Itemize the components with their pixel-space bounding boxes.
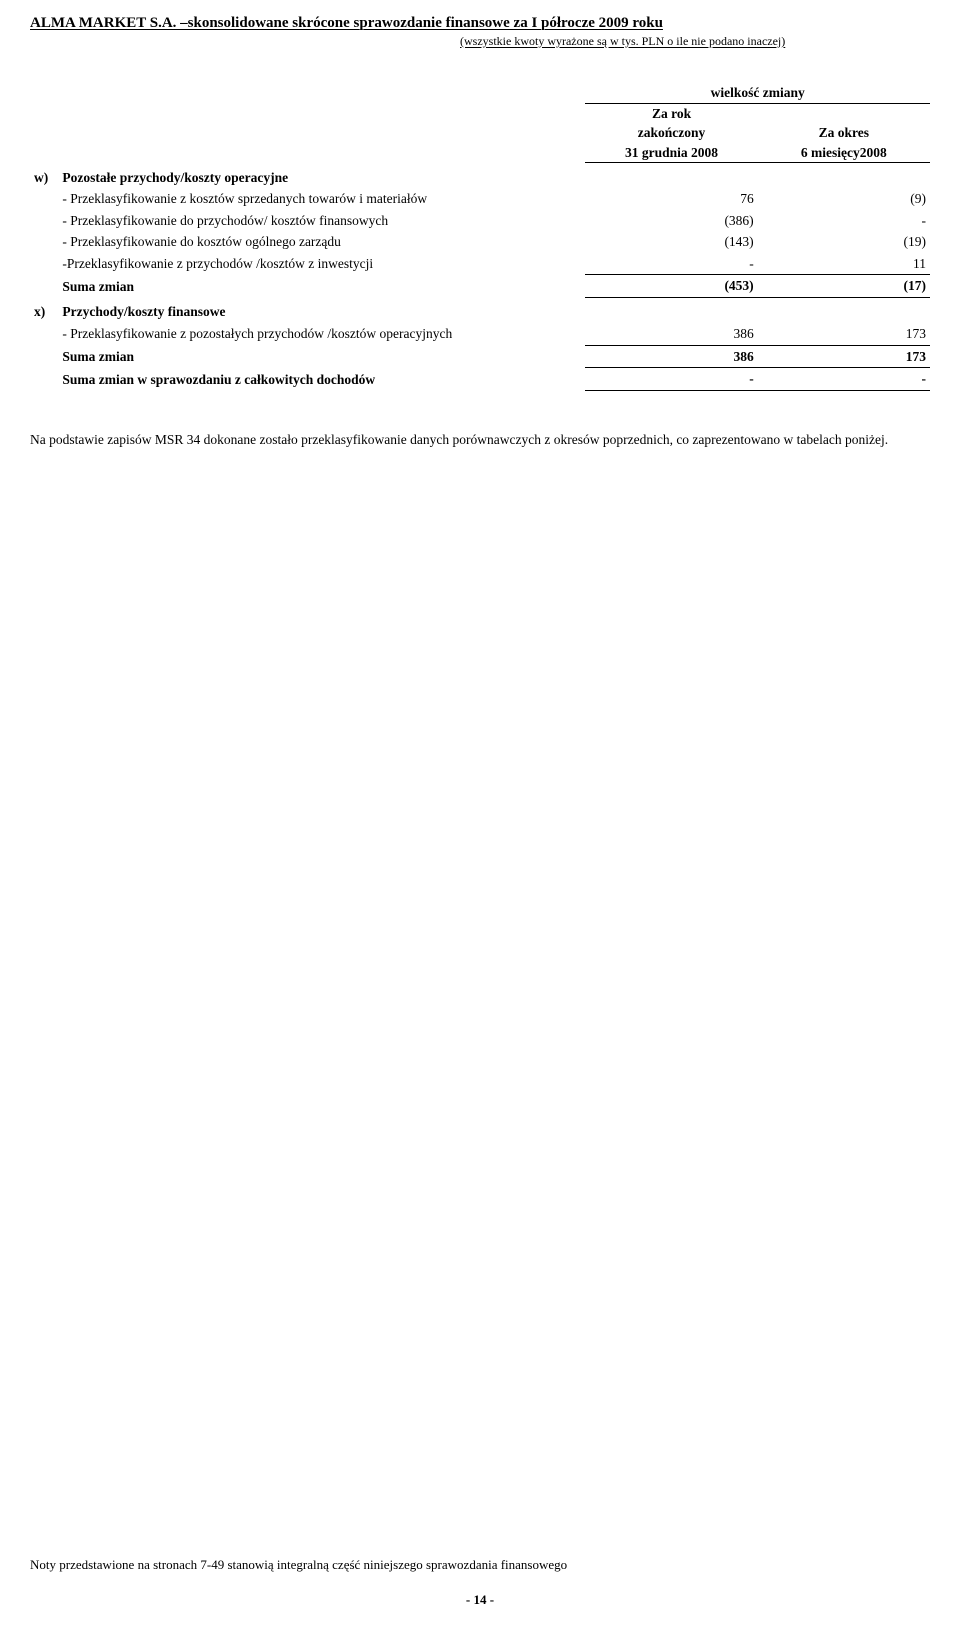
row-value: -: [758, 210, 930, 232]
row-value: 386: [585, 323, 757, 345]
section-w-title: Pozostałe przychody/koszty operacyjne: [58, 163, 585, 189]
sum-row-w: Suma zmian (453) (17): [30, 275, 930, 298]
row-value: 11: [758, 253, 930, 275]
col1-header-line2: zakończony: [585, 123, 757, 143]
document-body: wielkość zmiany Za rok zakończony Za okr…: [0, 53, 960, 452]
total-label: Suma zmian w sprawozdaniu z całkowitych …: [58, 368, 585, 391]
table-row: - Przeklasyfikowanie do kosztów ogólnego…: [30, 231, 930, 253]
sum-value: 173: [758, 345, 930, 368]
section-x-marker: x): [30, 297, 58, 323]
sum-row-x: Suma zmian 386 173: [30, 345, 930, 368]
reclassification-table: wielkość zmiany Za rok zakończony Za okr…: [30, 83, 930, 391]
sum-label: Suma zmian: [58, 275, 585, 298]
section-w-marker: w): [30, 163, 58, 189]
row-value: (143): [585, 231, 757, 253]
table-row: - Przeklasyfikowanie z pozostałych przyc…: [30, 323, 930, 345]
sum-label: Suma zmian: [58, 345, 585, 368]
row-label: - Przeklasyfikowanie z kosztów sprzedany…: [58, 188, 585, 210]
col1-header-line3: 31 grudnia 2008: [585, 143, 757, 163]
sum-value: (17): [758, 275, 930, 298]
row-label: - Przeklasyfikowanie z pozostałych przyc…: [58, 323, 585, 345]
table-super-header: wielkość zmiany: [585, 83, 930, 103]
sum-value: 386: [585, 345, 757, 368]
sum-value: (453): [585, 275, 757, 298]
table-row: -Przeklasyfikowanie z przychodów /kosztó…: [30, 253, 930, 275]
total-value: -: [758, 368, 930, 391]
col2-header-line1: Za okres: [758, 123, 930, 143]
document-footer: Noty przedstawione na stronach 7-49 stan…: [30, 1557, 930, 1609]
footer-note: Noty przedstawione na stronach 7-49 stan…: [30, 1557, 930, 1574]
row-label: - Przeklasyfikowanie do przychodów/ kosz…: [58, 210, 585, 232]
col1-header-line1: Za rok: [585, 103, 757, 123]
row-value: (9): [758, 188, 930, 210]
page-number: - 14 -: [30, 1592, 930, 1609]
report-subtitle: (wszystkie kwoty wyrażone są w tys. PLN …: [30, 34, 930, 50]
row-value: (19): [758, 231, 930, 253]
table-row: - Przeklasyfikowanie z kosztów sprzedany…: [30, 188, 930, 210]
row-value: (386): [585, 210, 757, 232]
row-label: - Przeklasyfikowanie do kosztów ogólnego…: [58, 231, 585, 253]
col2-header-line2: 6 miesięcy2008: [758, 143, 930, 163]
section-x-title: Przychody/koszty finansowe: [58, 297, 585, 323]
row-label: -Przeklasyfikowanie z przychodów /kosztó…: [58, 253, 585, 275]
row-value: 173: [758, 323, 930, 345]
explanatory-paragraph: Na podstawie zapisów MSR 34 dokonane zos…: [30, 427, 930, 453]
total-value: -: [585, 368, 757, 391]
total-row: Suma zmian w sprawozdaniu z całkowitych …: [30, 368, 930, 391]
row-value: -: [585, 253, 757, 275]
document-header: ALMA MARKET S.A. –skonsolidowane skrócon…: [0, 0, 960, 53]
report-title: ALMA MARKET S.A. –skonsolidowane skrócon…: [30, 14, 930, 34]
table-row: - Przeklasyfikowanie do przychodów/ kosz…: [30, 210, 930, 232]
row-value: 76: [585, 188, 757, 210]
